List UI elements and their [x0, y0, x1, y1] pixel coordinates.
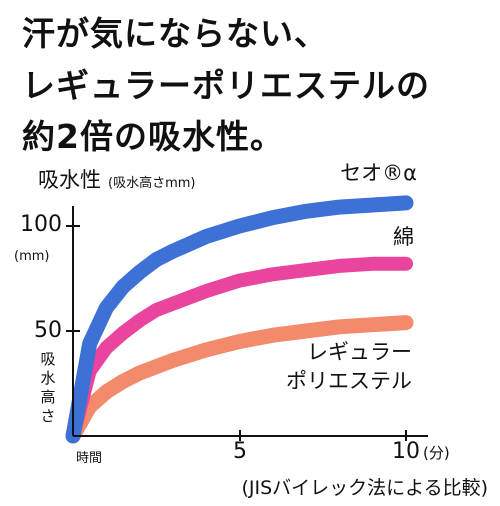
y-axis-side-char: 吸: [40, 350, 55, 368]
headline-line-1: 汗が気にならない、: [22, 14, 328, 53]
x-tick-label-10: 10: [392, 439, 420, 464]
x-origin-label: 時間: [76, 451, 102, 466]
y-axis-side-char: 水: [40, 369, 55, 387]
y-tick-label-100: 100: [20, 212, 62, 237]
series-label-cotton: 綿: [393, 225, 414, 249]
headline-line-3: 約2倍の吸水性。: [22, 117, 284, 156]
series-label-seo: セオ®α: [340, 161, 417, 185]
footnote: (JISバイレック法による比較): [241, 477, 488, 499]
x-axis-unit: (分): [423, 444, 450, 462]
y-axis-subtitle: (吸水高さmm): [108, 175, 195, 191]
y-axis-side-label: 吸水高さ: [40, 350, 55, 425]
series-band-1: [66, 256, 413, 443]
headline-line-2: レギュラーポリエステルの: [22, 66, 430, 105]
y-tick-label-50: 50: [34, 318, 62, 343]
series-label-regular-polyester-1: レギュラー: [307, 340, 412, 364]
x-tick-label-5: 5: [233, 439, 247, 464]
series-band-2: [65, 315, 414, 444]
y-axis-side-char: さ: [40, 407, 55, 425]
y-axis-title: 吸水性: [38, 168, 101, 192]
series-label-regular-polyester-2: ポリエステル: [286, 369, 412, 393]
y-axis-side-char: 高: [40, 388, 55, 406]
series-band-0: [65, 195, 414, 444]
y-axis-unit: (mm): [14, 249, 49, 264]
series-layer: [65, 195, 414, 444]
